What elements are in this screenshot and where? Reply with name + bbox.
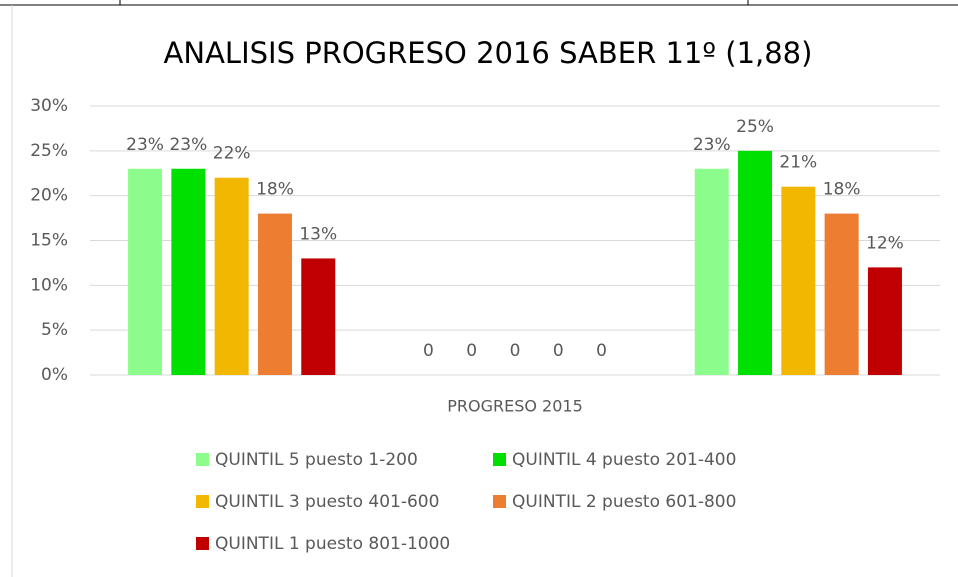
y-tick-label: 5% [41, 320, 68, 340]
value-label: 0 [596, 341, 607, 361]
value-label: 23% [126, 135, 164, 155]
chart-title: ANALISIS PROGRESO 2016 SABER 11º (1,88) [164, 36, 813, 70]
value-label: 21% [779, 153, 817, 173]
value-label: 23% [169, 135, 207, 155]
bar [738, 150, 773, 375]
bar [694, 168, 729, 375]
legend-swatch [196, 453, 209, 466]
bar [824, 213, 859, 375]
bar [171, 168, 206, 375]
value-label: 18% [256, 180, 294, 200]
legend-swatch [493, 453, 506, 466]
value-label: 0 [553, 341, 564, 361]
legend-label: QUINTIL 5 puesto 1-200 [215, 450, 418, 470]
value-label: 12% [866, 233, 904, 253]
y-tick-label: 15% [30, 231, 68, 251]
value-label: 25% [736, 117, 774, 137]
value-label: 22% [213, 144, 251, 164]
value-label: 0 [423, 341, 434, 361]
y-tick-label: 30% [30, 96, 68, 116]
legend-label: QUINTIL 4 puesto 201-400 [512, 450, 736, 470]
bar [301, 258, 336, 375]
legend-swatch [196, 537, 209, 550]
y-tick-label: 20% [30, 186, 68, 206]
legend-swatch [196, 495, 209, 508]
value-label: 0 [510, 341, 521, 361]
bar [867, 267, 902, 375]
y-tick-label: 0% [41, 365, 68, 385]
bar [257, 213, 292, 375]
value-label: 13% [299, 224, 337, 244]
x-tick-label: PROGRESO 2015 [447, 397, 583, 416]
bar [214, 177, 249, 375]
legend-label: QUINTIL 1 puesto 801-1000 [215, 534, 450, 554]
legend-label: QUINTIL 2 puesto 601-800 [512, 492, 736, 512]
legend-label: QUINTIL 3 puesto 401-600 [215, 492, 439, 512]
y-tick-label: 10% [30, 275, 68, 295]
bar [128, 168, 163, 375]
legend-swatch [493, 495, 506, 508]
value-label: 23% [693, 135, 731, 155]
y-tick-label: 25% [30, 141, 68, 161]
bar [781, 186, 816, 375]
value-label: 0 [466, 341, 477, 361]
value-label: 18% [823, 180, 861, 200]
